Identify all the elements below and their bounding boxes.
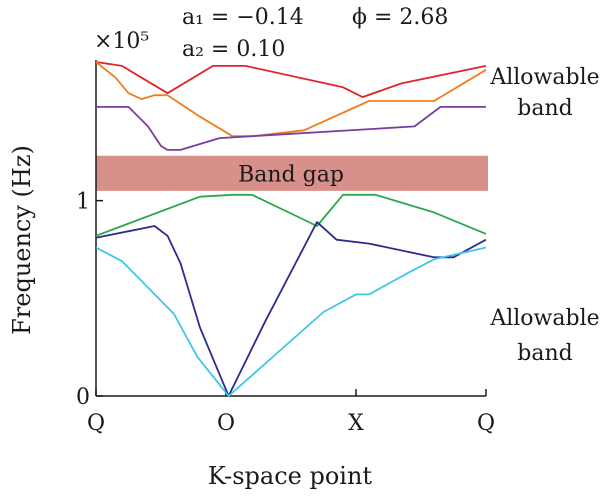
x-tick-label-o: O <box>217 411 235 436</box>
x-tick-label-x: X <box>348 411 364 436</box>
tick-marks <box>95 199 487 397</box>
series-line-2 <box>95 61 487 138</box>
x-tick-label-q-start: Q <box>87 411 105 436</box>
band-gap-region <box>96 155 488 191</box>
y-scale-label: ×10⁵ <box>94 29 149 54</box>
series-line-4 <box>95 193 487 237</box>
param-a2: a₂ = 0.10 <box>182 37 285 62</box>
param-a1: a₁ = −0.14 <box>182 5 304 30</box>
lower-band-label-line1: Allowable <box>489 306 599 331</box>
series-line-3 <box>96 106 486 151</box>
band-gap-label: Band gap <box>238 162 344 187</box>
param-phi: ϕ = 2.68 <box>352 5 448 30</box>
series-layer <box>95 61 487 397</box>
lower-band-label-line2: band <box>517 341 572 366</box>
x-axis-label: K-space point <box>208 462 373 490</box>
upper-band-label-line2: band <box>517 96 572 121</box>
series-line-5 <box>95 221 487 397</box>
y-tick-label-1: 1 <box>76 190 90 215</box>
y-axis-label: Frequency (Hz) <box>8 145 36 335</box>
series-line-1 <box>95 61 487 98</box>
x-tick-label-q-end: Q <box>477 411 495 436</box>
series-line-6 <box>95 246 487 397</box>
upper-band-label-line1: Allowable <box>489 65 599 90</box>
y-tick-label-0: 0 <box>76 385 90 410</box>
